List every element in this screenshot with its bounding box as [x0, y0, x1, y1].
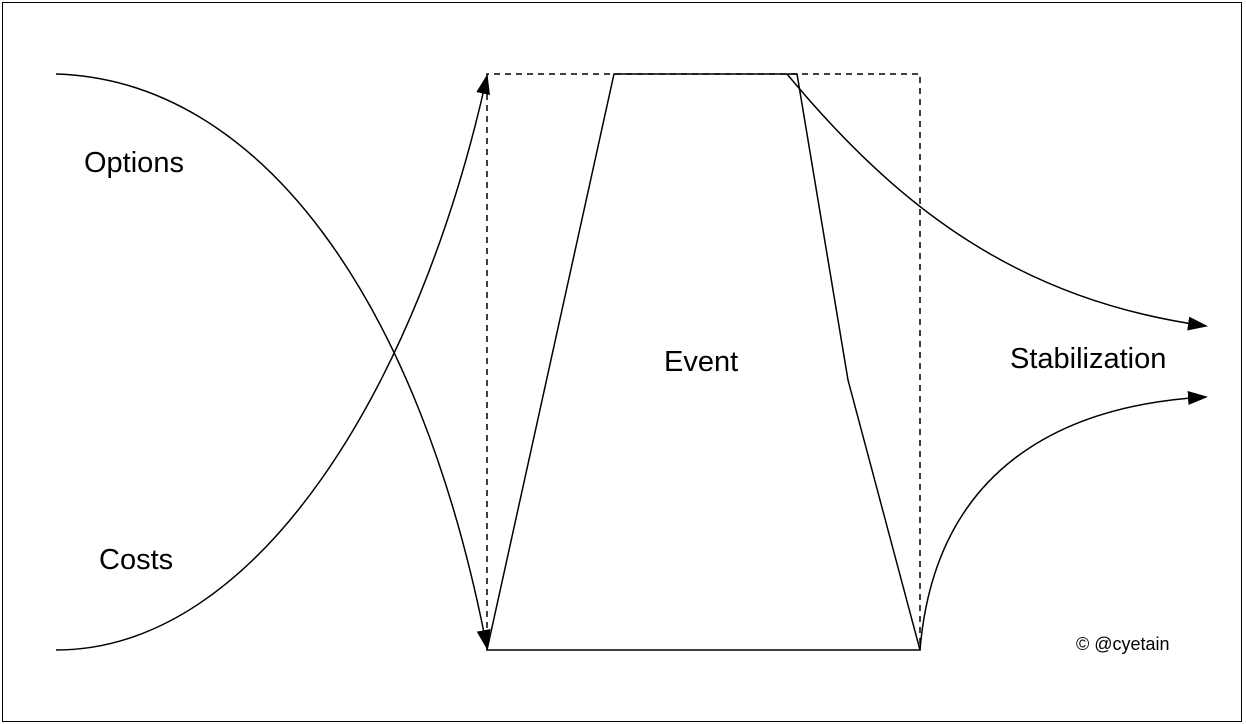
stabilization-lower-curve	[920, 397, 1206, 650]
stabilization-label: Stabilization	[1010, 345, 1166, 374]
event-label: Event	[664, 348, 738, 377]
stabilization-upper-curve	[787, 74, 1206, 326]
costs-label: Costs	[99, 546, 173, 575]
options-label: Options	[84, 149, 184, 178]
copyright-text: © @cyetain	[1076, 635, 1170, 653]
